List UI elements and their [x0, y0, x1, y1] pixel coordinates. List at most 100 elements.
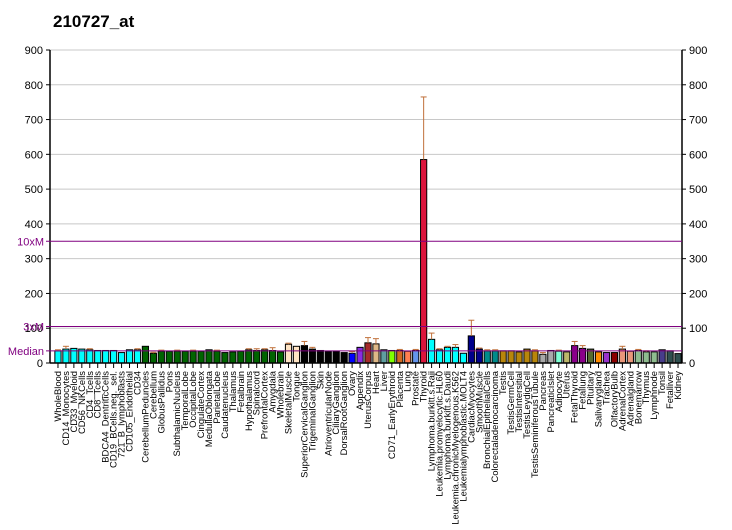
x-category-label: Wholebrain [275, 371, 286, 418]
bars [54, 96, 682, 364]
bar [610, 352, 619, 364]
x-category-label: CD71_EarlyErythroid [386, 371, 397, 459]
bar [117, 352, 126, 364]
x-category-label: TestisIntersitial [513, 371, 524, 432]
bar [157, 350, 165, 364]
bar [642, 351, 650, 364]
bar [539, 353, 547, 364]
x-category-label: CD14_Monocytes [60, 371, 71, 446]
x-category-label: ParietalLobe [211, 371, 222, 424]
y-tick-left: 500 [25, 184, 43, 196]
bar [547, 349, 555, 364]
x-category-label: FetalThyroid [569, 371, 580, 423]
bar [245, 349, 253, 364]
x-category-label: Pituitary [585, 371, 596, 405]
bar [459, 352, 467, 364]
bar [594, 351, 603, 364]
bar [626, 350, 634, 364]
bar [197, 350, 205, 364]
x-category-label: Heart [370, 371, 381, 394]
x-category-label: Leukemia.chronicMyelogenous.K562 [449, 371, 460, 525]
bar [125, 349, 134, 364]
bar [269, 349, 277, 364]
x-category-label: Caudatenucleus [219, 371, 230, 439]
x-category-label: UterusCorpus [362, 371, 373, 429]
bar [364, 342, 372, 364]
x-category-label: TemporalLobe [179, 371, 190, 430]
x-category-label: Uterus [561, 371, 572, 399]
x-category-label: PancreaticIslet [545, 371, 556, 433]
bar [420, 159, 428, 364]
bar [213, 350, 221, 364]
y-tick-left: 100 [25, 323, 43, 335]
x-category-label: Lymphoma.burkitt.s.Daudi [441, 371, 452, 480]
y-tick-left: 0 [37, 358, 43, 370]
x-category-label: TestisLeydigCell [521, 371, 532, 439]
bar [86, 349, 94, 364]
bar [412, 349, 420, 364]
bar [237, 350, 245, 364]
x-category-label: Lymphoma.burkitt.s.Raji [426, 371, 437, 471]
bar [110, 349, 118, 364]
x-category-label: SubthalamicNucleus [171, 371, 182, 457]
x-category-label: CD56_NKCells [76, 371, 87, 434]
bar [205, 349, 213, 364]
x-category-label: Bonemarrow [632, 371, 643, 424]
bar [499, 350, 507, 364]
bar [141, 345, 150, 364]
bar [133, 349, 142, 364]
bar [173, 350, 181, 364]
x-category-label: MedullaOblongata [203, 370, 214, 447]
x-category-label: TrigeminalGanglion [306, 371, 317, 452]
x-category-label: 721_B_lymphoblasts [116, 371, 127, 458]
bar [102, 349, 110, 364]
x-category-label: SmoothMuscle [473, 371, 484, 433]
x-category-label: Fetalliver [664, 371, 675, 409]
x-category-label: CD4_Tcells [84, 371, 95, 419]
bar [451, 346, 460, 364]
bar [149, 352, 157, 364]
x-category-label: CD105_Endothelial [124, 371, 135, 452]
y-tick-right: 0 [689, 358, 695, 370]
y-tick-right: 100 [689, 323, 707, 335]
x-category-label: Adrenalgland [624, 371, 635, 426]
x-category-label: Skin [314, 371, 325, 389]
x-category-label: Ovary [346, 371, 357, 396]
x-category-label: Salivarygland [593, 371, 604, 427]
reference-label: 3xM [23, 321, 44, 333]
x-category-label: Adipocyte [553, 371, 564, 412]
x-category-label: Lung [402, 371, 413, 392]
bar [261, 349, 269, 364]
y-tick-right: 700 [689, 115, 707, 127]
bar [396, 349, 404, 364]
x-category-label: Colorectaladenocarcinoma [489, 370, 500, 482]
axes: 0 100 200 300 400 500 600 700 800 900 0 100 200 300 40… [25, 45, 708, 370]
x-category-label: Trachea [600, 370, 611, 405]
bar [300, 345, 309, 364]
x-category-label: AdrenalCortex [616, 371, 627, 431]
x-category-label: PrefrontalCortex [259, 371, 270, 440]
x-category-label: SkeletalMuscle [283, 371, 294, 434]
x-category-label: Pancreas [537, 371, 548, 411]
bar [666, 350, 674, 364]
bar [491, 350, 499, 364]
x-category-label: DorsalRootGanglion [338, 371, 349, 455]
bar [467, 335, 475, 364]
x-category-label: Spinalcord [251, 371, 262, 415]
bar [165, 350, 173, 364]
x-category-label: Cerebellum [147, 371, 158, 419]
y-tick-right: 300 [689, 254, 707, 266]
y-tick-right: 800 [689, 80, 707, 92]
x-category-label: Tonsil [656, 371, 667, 395]
x-category-label: Amygdala [267, 370, 278, 412]
y-tick-left: 400 [25, 219, 43, 231]
x-category-label: CD33_Myeloid [68, 371, 79, 433]
x-category-label: CD19_BCells.neg._sel. [108, 371, 119, 468]
bar [507, 350, 515, 364]
bar [443, 346, 452, 364]
reference-lines: Median 3xM 10xM [8, 236, 682, 358]
x-category-label: Appendix [354, 371, 365, 410]
x-category-label: WholeBlood [52, 371, 63, 422]
bar [388, 349, 396, 364]
bar [674, 353, 682, 364]
